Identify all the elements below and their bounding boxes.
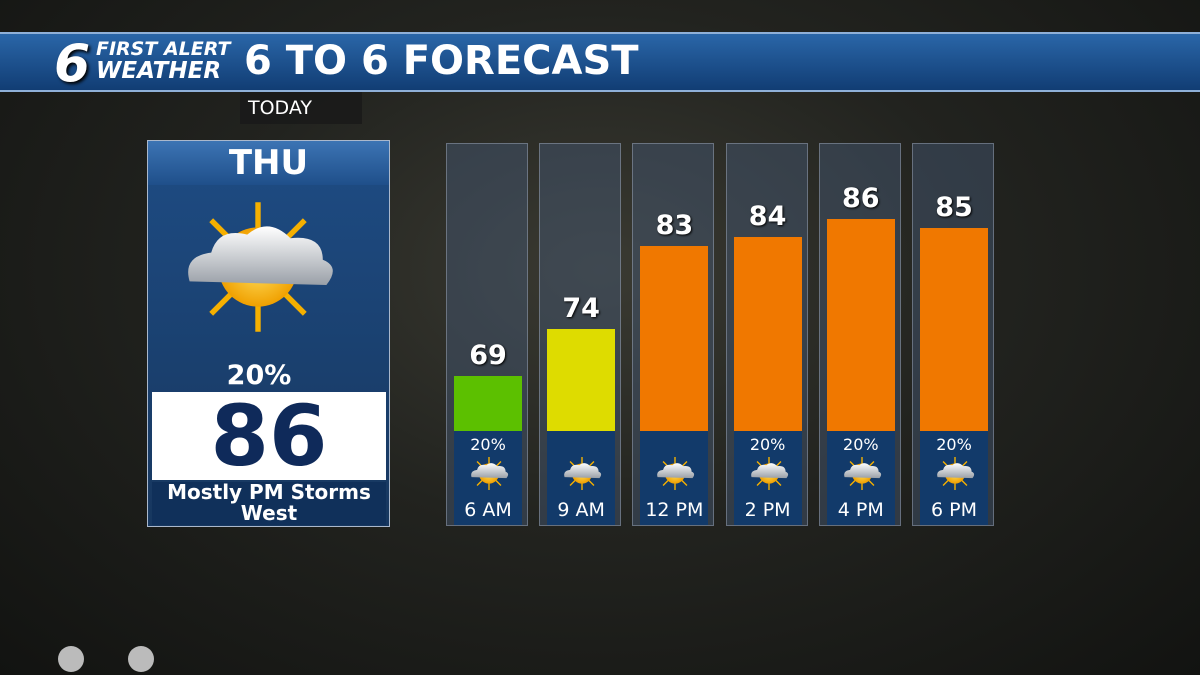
weather-icon (746, 455, 792, 492)
hour-footer: 20% 4 PM (826, 431, 895, 525)
day-name: THU (148, 141, 389, 185)
weather-icon (839, 455, 885, 492)
day-condition: Mostly PM Storms West (152, 482, 386, 525)
logo-line: FIRST ALERT (96, 38, 231, 60)
value-label: 69 (469, 339, 507, 371)
value-label: 86 (842, 182, 880, 214)
value-label: 83 (655, 210, 694, 242)
hour-footer: 20% 6 AM (454, 431, 522, 525)
next-button[interactable] (128, 646, 154, 672)
forecast-column: 69 20% 6 AM (446, 143, 528, 526)
header-band (0, 32, 1200, 92)
bar (826, 218, 895, 431)
value-label: 84 (748, 201, 787, 233)
precip-label: 20% (749, 435, 786, 454)
prev-button[interactable] (58, 646, 84, 672)
weather-icon (466, 455, 512, 492)
time-label: 4 PM (837, 499, 884, 521)
hour-footer: 20% 6 PM (920, 431, 988, 525)
time-label: 6 AM (464, 499, 512, 521)
value-label: 74 (562, 293, 600, 325)
time-label: 2 PM (744, 499, 791, 521)
logo-number: 6 (54, 34, 91, 94)
bar (733, 237, 802, 431)
time-label: 12 PM (645, 499, 704, 521)
subtitle: TODAY (240, 92, 362, 124)
bar (920, 227, 988, 431)
hour-footer: 9 AM (547, 431, 616, 525)
forecast-column: 74 9 AM (539, 143, 622, 526)
title: 6 TO 6 FORECAST (244, 38, 639, 84)
weather-icon (559, 455, 605, 492)
hour-footer: 12 PM (640, 431, 709, 525)
forecast-column: 85 20% 6 PM (912, 143, 994, 526)
precip-label: 20% (843, 435, 879, 454)
value-label: 85 (935, 191, 973, 223)
bar (454, 375, 522, 431)
precip-label: 20% (936, 435, 972, 454)
bar (547, 329, 616, 431)
time-label: 6 PM (931, 499, 977, 521)
day-icon (168, 192, 348, 342)
forecast-column: 83 12 PM (632, 143, 715, 526)
day-precip: 20% (226, 360, 292, 391)
time-label: 9 AM (557, 499, 605, 521)
precip-label: 20% (470, 435, 506, 454)
weather-icon (652, 455, 698, 492)
weather-icon (932, 455, 978, 492)
forecast-column: 86 20% 4 PM (818, 143, 901, 526)
bar (640, 246, 709, 431)
hour-footer: 20% 2 PM (733, 431, 802, 525)
logo-line: WEATHER (96, 58, 222, 84)
day-high: 86 (152, 392, 386, 480)
forecast-column: 84 20% 2 PM (725, 143, 808, 526)
